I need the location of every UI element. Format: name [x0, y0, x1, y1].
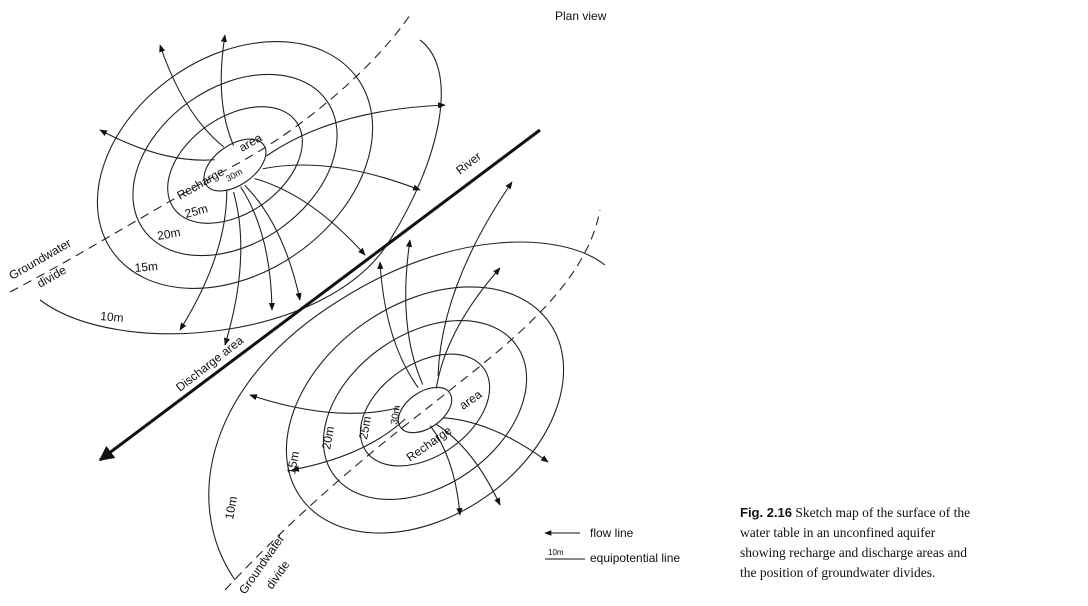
contour-10m: [208, 241, 606, 581]
legend-equip-sample: 10m: [548, 548, 564, 557]
contour: [96, 41, 374, 289]
title: Plan view: [555, 9, 607, 23]
upper-contours: [96, 41, 374, 289]
flow-line: [240, 186, 275, 311]
contour-label: 10m: [100, 309, 124, 325]
lower-contours: [285, 286, 565, 534]
caption-label: Fig. 2.16: [740, 505, 792, 520]
contour-label: 20m: [156, 225, 181, 243]
flow-line: [224, 191, 242, 346]
flow-line: [377, 261, 419, 389]
recharge: Recharge: [404, 423, 455, 464]
contour-label: 15m: [284, 450, 302, 475]
caption-line: the position of groundwater divides.: [740, 565, 935, 580]
contour-label: 30m: [224, 166, 244, 183]
contour-label: 20m: [319, 425, 337, 450]
river-label: River: [453, 149, 484, 177]
contour-label: 25m: [183, 201, 209, 221]
contour: [397, 386, 453, 434]
flow-line: [179, 189, 228, 331]
flow-line: [159, 44, 225, 148]
flow-line: [266, 102, 446, 157]
flow-line: [262, 164, 421, 191]
contour-label: 25m: [356, 415, 374, 440]
contour-label: 30m: [389, 404, 403, 425]
flow-line: [220, 34, 235, 146]
legend-equip: equipotential line: [590, 551, 680, 565]
contour-label: 15m: [134, 259, 158, 275]
flow-line: [249, 394, 399, 414]
river: [98, 128, 541, 462]
flow-line: [429, 425, 463, 516]
flow-line: [443, 417, 549, 463]
recharge: area: [457, 387, 485, 412]
upper-divide: [9, 14, 411, 293]
flow-line: [435, 423, 501, 506]
caption-line: water table in an unconfined aquifer: [740, 525, 936, 540]
contour: [359, 353, 491, 467]
recharge: Recharge: [175, 164, 227, 202]
contour: [203, 138, 267, 192]
contour: [322, 319, 528, 501]
contour-10m: [39, 39, 442, 335]
contour: [132, 73, 338, 257]
flow-line: [291, 418, 406, 472]
caption: Fig. 2.16 Sketch map of the surface of t…: [740, 505, 970, 520]
caption-line: showing recharge and discharge areas and: [740, 545, 967, 560]
contour: [167, 106, 303, 224]
lower-divide: [224, 209, 601, 591]
flow-line: [437, 181, 513, 376]
contour-label: 10m: [222, 495, 240, 520]
flow-line: [405, 239, 424, 385]
flow-line: [244, 184, 302, 301]
caption-line: Sketch map of the surface of the: [795, 505, 970, 520]
flow-line: [254, 177, 366, 256]
map: [9, 14, 606, 591]
discharge-label: Discharge area: [173, 333, 246, 394]
contour: [285, 286, 565, 534]
flow-line: [99, 129, 215, 161]
flow-line: [435, 267, 501, 389]
legend-flow: flow line: [590, 526, 634, 540]
